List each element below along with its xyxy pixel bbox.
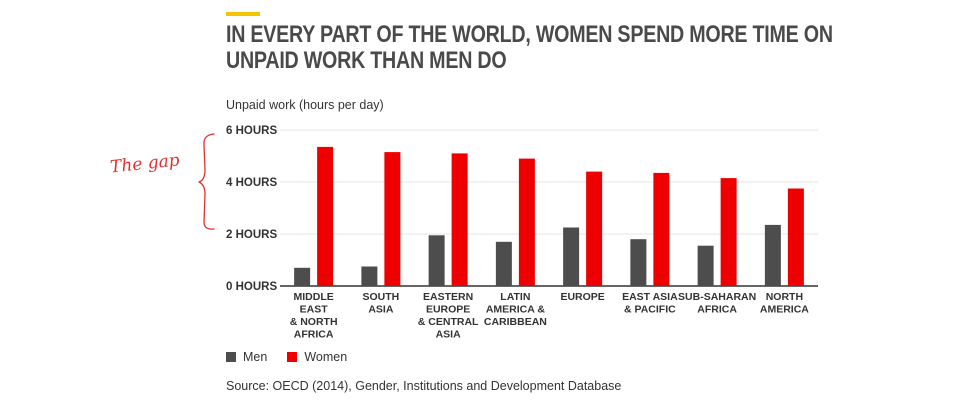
bar-women [384, 152, 401, 286]
x-tick-label: LATIN [500, 291, 530, 303]
x-tick-label: AMERICA [760, 304, 809, 316]
x-tick-label: EAST ASIA [622, 291, 678, 303]
bar-men [361, 266, 378, 286]
legend-label-men: Men [243, 350, 268, 364]
bar-women [653, 172, 670, 286]
bar-men [563, 227, 580, 286]
bar-women [317, 146, 334, 286]
bar-men [495, 241, 512, 286]
title-accent-bar [226, 12, 260, 16]
x-tick-label: ASIA [436, 329, 462, 341]
legend-item-women: Women [287, 350, 347, 364]
bar-women [787, 188, 804, 286]
legend-item-men: Men [226, 350, 267, 364]
x-tick-label: EASTERN [423, 291, 473, 303]
y-tick-label: 6 HOURS [226, 125, 277, 137]
bar-women [720, 178, 737, 286]
legend: Men Women [226, 350, 367, 364]
bar-men [428, 235, 445, 286]
legend-label-women: Women [304, 350, 348, 364]
x-tick-label: MIDDLE [294, 291, 334, 303]
bar-men [697, 245, 714, 286]
x-tick-label: SUB-SAHARAN [678, 291, 756, 303]
bar-women [586, 171, 603, 286]
bar-men [630, 239, 647, 286]
x-tick-label: NORTH [766, 291, 803, 303]
x-tick-label: CARIBBEAN [484, 316, 547, 328]
y-tick-label: 2 HOURS [226, 229, 277, 241]
legend-swatch-men [226, 352, 236, 362]
chart-title: IN EVERY PART OF THE WORLD, WOMEN SPEND … [226, 21, 833, 74]
x-tick-label: EAST [300, 304, 329, 316]
x-tick-label: EUROPE [426, 304, 470, 316]
y-tick-label: 0 HOURS [226, 281, 277, 293]
x-tick-label: AFRICA [294, 329, 334, 341]
bar-women [451, 153, 468, 286]
bar-women [518, 158, 535, 286]
source-note: Source: OECD (2014), Gender, Institution… [226, 379, 622, 393]
chart-title-line-2: UNPAID WORK THAN MEN DO [226, 47, 507, 74]
legend-swatch-women [287, 352, 298, 362]
x-tick-label: ASIA [368, 304, 394, 316]
x-tick-label: SOUTH [363, 291, 400, 303]
y-axis-label: Unpaid work (hours per day) [226, 98, 384, 112]
x-tick-label: AFRICA [697, 304, 737, 316]
x-tick-label: EUROPE [560, 291, 604, 303]
y-tick-label: 4 HOURS [226, 177, 277, 189]
bar-men [764, 224, 781, 286]
annotation-layer [198, 133, 215, 230]
grid-layer [280, 129, 818, 287]
x-tick-label: & CENTRAL [418, 316, 479, 328]
gap-bracket [198, 133, 215, 230]
x-tick-label: AMERICA & [486, 304, 546, 316]
x-tick-label: & PACIFIC [624, 304, 676, 316]
bar-men [294, 267, 311, 286]
x-tick-label: & NORTH [290, 316, 338, 328]
chart-title-line-1: IN EVERY PART OF THE WORLD, WOMEN SPEND … [226, 21, 833, 48]
bars-layer [294, 146, 804, 286]
